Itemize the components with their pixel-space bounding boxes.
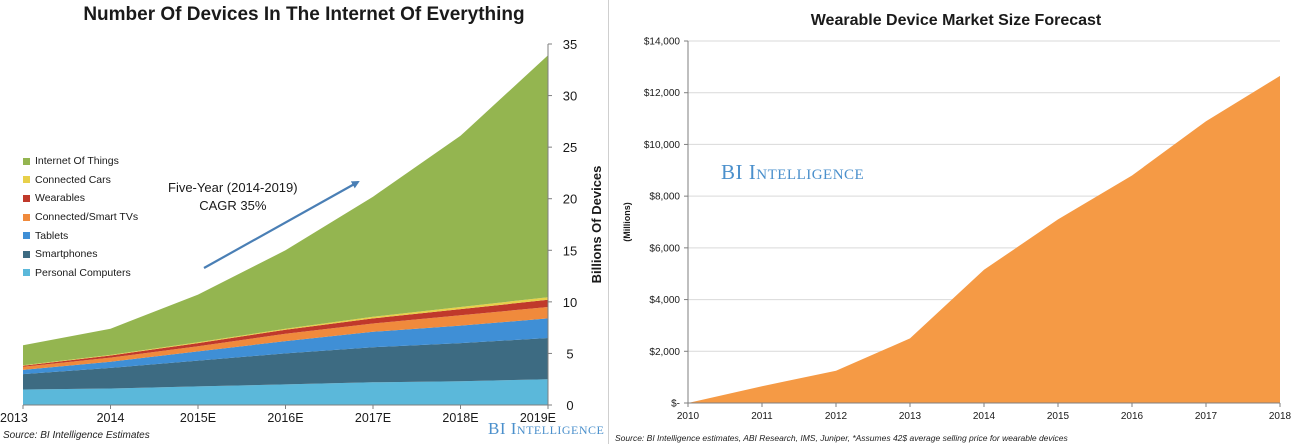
y-tick-label: 35 — [563, 37, 577, 52]
legend-swatch — [23, 176, 30, 184]
devices-chart-panel: Number Of Devices In The Internet Of Eve… — [0, 0, 608, 444]
cagr-annotation: Five-Year (2014-2019) CAGR 35% — [168, 179, 298, 215]
x-tick-label: 2014 — [97, 411, 125, 425]
x-tick-label: 2016E — [267, 411, 303, 425]
x-tick-label: 2017E — [355, 411, 391, 425]
y-tick-label: $10,000 — [644, 140, 681, 151]
legend-label: Smartphones — [35, 248, 98, 261]
legend-item: Wearables — [23, 189, 138, 208]
devices-chart-legend: Internet Of Things Connected Cars Wearable… — [23, 152, 138, 282]
y-tick-label: 15 — [563, 243, 577, 258]
legend-item: Tablets — [23, 226, 138, 245]
x-tick-label: 2018 — [1269, 411, 1292, 422]
bi-intelligence-logo-right: BI Intelligence — [721, 160, 865, 184]
y-axis-label: Billions Of Devices — [589, 166, 604, 284]
legend-swatch — [23, 194, 30, 202]
legend-label: Tablets — [35, 229, 69, 242]
legend-label: Connected/Smart TVs — [35, 211, 139, 224]
x-tick-label: 2014 — [973, 411, 996, 422]
x-tick-label: 2017 — [1195, 411, 1218, 422]
y-tick-label: $4,000 — [649, 295, 680, 306]
y-tick-label: 20 — [563, 192, 577, 207]
y-axis-label: (Millions) — [622, 202, 632, 242]
y-tick-label: $14,000 — [644, 37, 681, 48]
wearable-chart-source: Source: BI Intelligence estimates, ABI R… — [615, 433, 1068, 443]
x-tick-label: 2013 — [0, 411, 28, 425]
x-tick-label: 2018E — [442, 411, 478, 425]
y-tick-label: 10 — [563, 295, 577, 310]
legend-item: Connected/Smart TVs — [23, 208, 138, 227]
legend-item: Internet Of Things — [23, 152, 138, 171]
legend-swatch — [23, 269, 30, 277]
y-tick-label: $- — [671, 399, 680, 410]
legend-label: Personal Computers — [35, 266, 131, 279]
y-tick-label: $2,000 — [649, 347, 680, 358]
legend-swatch — [23, 250, 30, 258]
devices-chart-title: Number Of Devices In The Internet Of Eve… — [83, 4, 525, 25]
x-tick-label: 2015E — [180, 411, 216, 425]
area-series-4 — [23, 299, 548, 367]
wearable-area-series — [688, 75, 1280, 404]
devices-chart-source: Source: BI Intelligence Estimates — [3, 430, 150, 441]
x-tick-label: 2015 — [1047, 411, 1070, 422]
x-tick-label: 2010 — [677, 411, 700, 422]
x-tick-label: 2016 — [1121, 411, 1144, 422]
y-tick-label: 5 — [566, 346, 573, 361]
cagr-arrow-icon — [203, 181, 360, 269]
x-tick-label: 2011 — [751, 411, 773, 422]
legend-label: Wearables — [35, 192, 85, 205]
x-tick-label: 2013 — [899, 411, 922, 422]
x-tick-label: 2012 — [825, 411, 848, 422]
legend-label: Connected Cars — [35, 173, 111, 186]
legend-swatch — [23, 232, 30, 240]
legend-swatch — [23, 213, 30, 221]
legend-label: Internet Of Things — [35, 155, 119, 168]
legend-item: Smartphones — [23, 245, 138, 264]
area-series-0 — [23, 379, 548, 405]
bi-intelligence-logo-left: BI Intelligence — [488, 419, 605, 438]
legend-item: Connected Cars — [23, 171, 138, 190]
cagr-annotation-line1: Five-Year (2014-2019) — [168, 180, 298, 195]
y-tick-label: 0 — [566, 398, 573, 413]
y-tick-label: $8,000 — [649, 192, 680, 203]
y-tick-label: 25 — [563, 140, 577, 155]
area-series-5 — [23, 297, 548, 366]
panel-divider — [608, 0, 609, 444]
y-tick-label: 30 — [563, 89, 577, 104]
wearable-chart-title: Wearable Device Market Size Forecast — [810, 12, 1102, 29]
devices-stacked-area-chart: 2013 2014 2015E 2016E 2017E 2018E 2019E 0 5 10 15 2… — [0, 37, 604, 425]
area-series-3 — [23, 307, 548, 370]
cagr-annotation-line2: CAGR 35% — [199, 198, 267, 213]
area-series-2 — [23, 318, 548, 375]
legend-item: Personal Computers — [23, 264, 138, 283]
area-series-1 — [23, 338, 548, 390]
y-tick-label: $6,000 — [649, 243, 680, 254]
x-tick-label: 2019E — [520, 411, 556, 425]
legend-swatch — [23, 157, 30, 165]
area-series-6 — [23, 55, 548, 366]
y-tick-label: $12,000 — [644, 88, 681, 99]
wearable-area-chart: $- $2,000 $4,000 $6,000 $8,000 $10,000 $12,000… — [622, 37, 1292, 423]
wearable-chart-panel: Wearable Device Market Size Forecast $- $… — [610, 0, 1302, 444]
